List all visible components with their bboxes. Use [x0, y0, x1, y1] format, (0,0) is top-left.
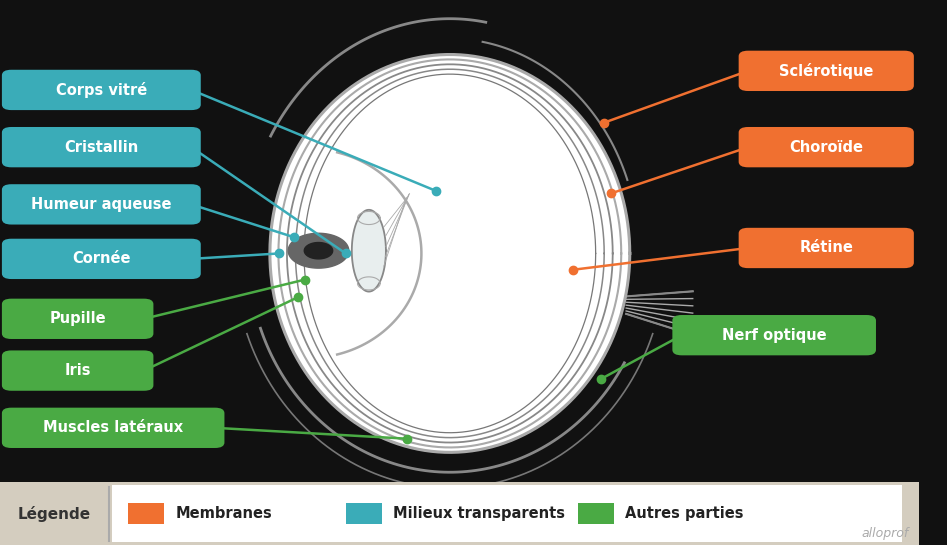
FancyBboxPatch shape [2, 127, 201, 167]
Text: Pupille: Pupille [49, 311, 106, 326]
FancyBboxPatch shape [672, 315, 876, 355]
FancyBboxPatch shape [2, 239, 201, 279]
FancyBboxPatch shape [2, 350, 153, 391]
Ellipse shape [270, 54, 630, 452]
Text: Cristallin: Cristallin [64, 140, 138, 155]
Text: alloprof: alloprof [862, 526, 909, 540]
Text: Humeur aqueuse: Humeur aqueuse [31, 197, 171, 212]
Text: Autres parties: Autres parties [625, 506, 743, 521]
FancyBboxPatch shape [0, 482, 919, 545]
Text: Corps vitré: Corps vitré [56, 82, 147, 98]
Text: Légende: Légende [17, 506, 91, 522]
Text: Choroïde: Choroïde [789, 140, 864, 155]
Text: Milieux transparents: Milieux transparents [393, 506, 565, 521]
FancyBboxPatch shape [739, 228, 914, 268]
FancyBboxPatch shape [128, 504, 164, 524]
FancyBboxPatch shape [2, 70, 201, 110]
Text: Muscles latéraux: Muscles latéraux [44, 420, 183, 435]
Text: Cornée: Cornée [72, 251, 131, 267]
Text: Rétine: Rétine [799, 240, 853, 256]
Text: Membranes: Membranes [175, 506, 272, 521]
Polygon shape [304, 243, 332, 259]
FancyBboxPatch shape [739, 51, 914, 91]
FancyBboxPatch shape [2, 299, 153, 339]
Text: Sclérotique: Sclérotique [779, 63, 873, 79]
FancyBboxPatch shape [2, 408, 224, 448]
FancyBboxPatch shape [112, 485, 902, 542]
Text: Iris: Iris [64, 363, 91, 378]
FancyBboxPatch shape [2, 184, 201, 225]
FancyBboxPatch shape [578, 504, 614, 524]
FancyBboxPatch shape [739, 127, 914, 167]
Text: Nerf optique: Nerf optique [722, 328, 827, 343]
FancyBboxPatch shape [346, 504, 382, 524]
Polygon shape [352, 210, 386, 292]
Polygon shape [288, 233, 348, 268]
